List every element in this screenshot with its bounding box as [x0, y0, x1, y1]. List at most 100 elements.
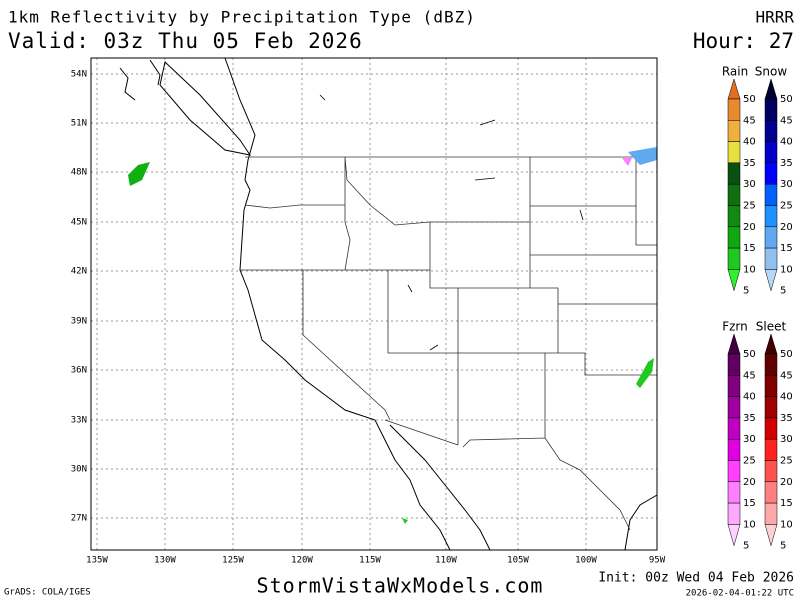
rain-area [402, 518, 408, 524]
lon-label: 115W [359, 556, 381, 566]
legend-swatch [727, 524, 741, 547]
legend-swatch [764, 247, 778, 270]
legend-level: 45 [743, 370, 756, 381]
legend-swatch [727, 162, 741, 185]
legend-swatch [727, 481, 741, 504]
legend-title: Snow [755, 65, 788, 79]
legend-swatch [727, 247, 741, 270]
legend-level: 10 [780, 264, 793, 275]
lat-label: 42N [71, 267, 87, 277]
legend-swatch [764, 524, 778, 547]
legend-swatch [764, 502, 778, 525]
legend-level: 30 [780, 179, 793, 190]
lat-label: 30N [71, 465, 87, 475]
legend-level: 35 [743, 413, 756, 424]
lat-label: 48N [71, 168, 87, 178]
valid-time: Valid: 03z Thu 05 Feb 2026 [8, 29, 363, 53]
legend-level: 15 [743, 498, 756, 509]
snow-area [628, 147, 657, 165]
lon-label: 105W [507, 556, 529, 566]
legend-level: 20 [780, 477, 793, 488]
rain-area [636, 358, 654, 388]
lat-label: 27N [71, 514, 87, 524]
legend-level: 20 [743, 477, 756, 488]
legend-level: 15 [780, 243, 793, 254]
legend-level: 45 [780, 115, 793, 126]
legend-level: 25 [780, 456, 793, 467]
legend-level: 40 [743, 392, 756, 403]
model-name: HRRR [755, 8, 794, 27]
legend-swatch [764, 205, 778, 228]
lat-label: 45N [71, 218, 87, 228]
legend-swatch [727, 438, 741, 461]
legend-level: 20 [780, 222, 793, 233]
legend-swatch [764, 417, 778, 440]
legend-swatch [727, 375, 741, 397]
legend-swatch [727, 98, 741, 121]
legend-level: 40 [780, 137, 793, 148]
legend-swatch [727, 226, 741, 249]
site-name: StormVistaWxModels.com [257, 574, 544, 598]
legend-swatch [764, 460, 778, 483]
map-frame [90, 57, 658, 551]
lat-label: 36N [71, 366, 87, 376]
borders [240, 156, 657, 531]
legend-level: 40 [780, 392, 793, 403]
timestamp: 2026-02-04-01:22 UTC [686, 589, 794, 599]
lon-label: 95W [649, 556, 666, 566]
legend-swatch [727, 460, 741, 483]
legend-level: 35 [780, 413, 793, 424]
legend-level: 5 [780, 541, 786, 552]
legend-level: 5 [780, 286, 786, 297]
legend-swatch [764, 226, 778, 249]
legend-level: 25 [780, 201, 793, 212]
legend-level: 5 [743, 541, 749, 552]
legend-swatch [764, 120, 778, 142]
legend-level: 45 [780, 370, 793, 381]
legend-swatch [764, 162, 778, 185]
legend-swatch [727, 269, 741, 292]
lat-label: 39N [71, 317, 87, 327]
lon-label: 110W [435, 556, 457, 566]
legend-swatch [764, 98, 778, 121]
legend-level: 50 [743, 349, 756, 360]
freezing-rain-area [622, 158, 632, 166]
init-time: Init: 00z Wed 04 Feb 2026 [598, 571, 794, 586]
legend-swatch [727, 205, 741, 228]
legend-level: 20 [743, 222, 756, 233]
legend-level: 35 [780, 158, 793, 169]
legend-level: 50 [780, 349, 793, 360]
alaska-coast [119, 59, 161, 101]
credit: GrADS: COLA/IGES [4, 588, 91, 598]
lon-label: 120W [291, 556, 313, 566]
lat-label: 54N [71, 70, 87, 80]
lat-label: 33N [71, 416, 87, 426]
legend-swatch [727, 353, 741, 376]
gulf-of-california [389, 424, 491, 551]
legend-level: 30 [743, 179, 756, 190]
legend-swatch [727, 183, 741, 206]
legend-level: 15 [743, 243, 756, 254]
legend-swatch [764, 353, 778, 376]
legend-level: 25 [743, 456, 756, 467]
lat-label: 51N [71, 119, 87, 129]
legend-swatch [764, 396, 778, 419]
legend-level: 25 [743, 201, 756, 212]
legend-title: Sleet [756, 320, 787, 334]
legend-level: 10 [743, 519, 756, 530]
map-lines [119, 57, 658, 551]
lakes [319, 94, 584, 351]
legend-swatch [764, 269, 778, 292]
legend-level: 30 [743, 434, 756, 445]
legend: Rain 50 45 40 35 30 25 20 15 10 5 Snow 50 45 40 35 30 25 2… [722, 65, 793, 552]
forecast-hour: Hour: 27 [693, 29, 794, 53]
legend-swatch [764, 141, 778, 164]
precipitation [128, 147, 657, 524]
lon-label: 100W [575, 556, 597, 566]
legend-level: 35 [743, 158, 756, 169]
lon-label: 135W [86, 556, 108, 566]
